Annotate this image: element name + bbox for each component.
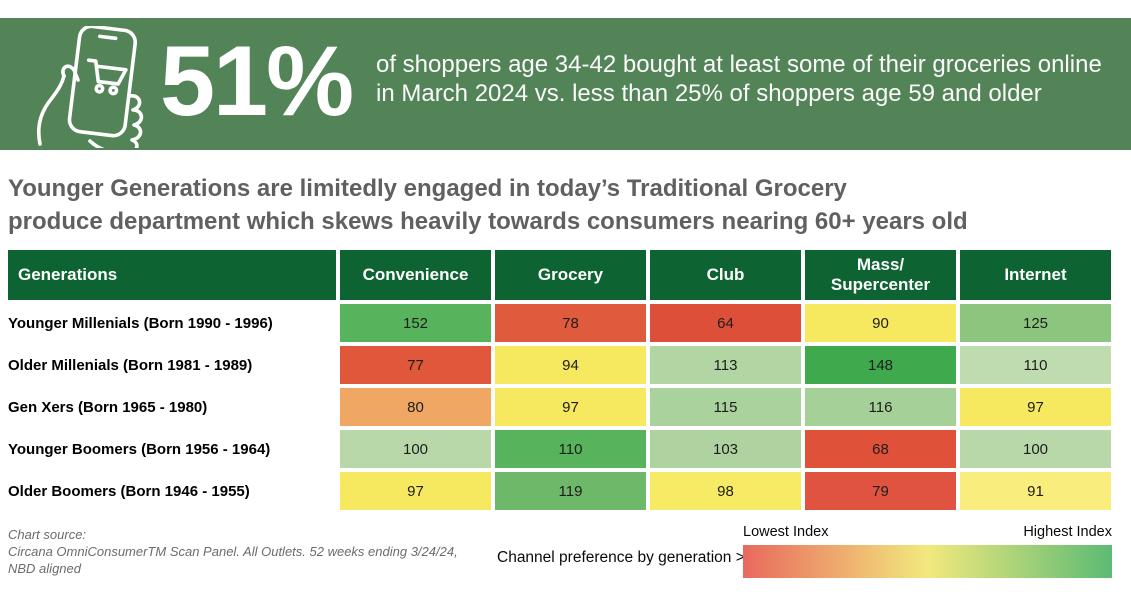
heatmap-cell: 97 (495, 388, 646, 426)
stat-value: 51% (160, 25, 354, 136)
heatmap-cell: 79 (805, 472, 956, 510)
chart-source: Chart source: Circana OmniConsumerTM Sca… (8, 526, 478, 577)
stat-banner: 51% of shoppers age 34-42 bought at leas… (0, 18, 1131, 150)
heatmap-cell: 152 (340, 304, 491, 342)
headline-line-1: Younger Generations are limitedly engage… (8, 175, 847, 202)
row-label: Younger Millenials (Born 1990 - 1996) (8, 304, 336, 342)
heatmap-cell: 94 (495, 346, 646, 384)
column-header-mass-supercenter: Mass/ Supercenter (805, 250, 956, 300)
heatmap-cell: 100 (340, 430, 491, 468)
heatmap-cell: 77 (340, 346, 491, 384)
heatmap-cell: 113 (650, 346, 801, 384)
hand-holding-phone-shopping-cart-icon (36, 26, 144, 148)
heatmap-cell: 91 (960, 472, 1111, 510)
heatmap-cell: 119 (495, 472, 646, 510)
chart-source-line-3: NBD aligned (8, 561, 81, 576)
heatmap-cell: 115 (650, 388, 801, 426)
heatmap-cell: 64 (650, 304, 801, 342)
column-header-convenience: Convenience (340, 250, 491, 300)
heatmap-cell: 98 (650, 472, 801, 510)
legend-lowest-label: Lowest Index (743, 524, 829, 540)
column-header-grocery: Grocery (495, 250, 646, 300)
heatmap-cell: 90 (805, 304, 956, 342)
row-label: Older Millenials (Born 1981 - 1989) (8, 346, 336, 384)
chart-source-line-1: Chart source: (8, 527, 87, 542)
row-label: Younger Boomers (Born 1956 - 1964) (8, 430, 336, 468)
legend-gradient-bar (743, 545, 1112, 578)
row-label: Gen Xers (Born 1965 - 1980) (8, 388, 336, 426)
heatmap-cell: 148 (805, 346, 956, 384)
heatmap-cell: 68 (805, 430, 956, 468)
column-header-club: Club (650, 250, 801, 300)
heatmap-cell: 110 (960, 346, 1111, 384)
heatmap-cell: 100 (960, 430, 1111, 468)
heatmap-cell: 80 (340, 388, 491, 426)
heatmap-cell: 97 (960, 388, 1111, 426)
heatmap-cell: 97 (340, 472, 491, 510)
column-header-generations: Generations (8, 250, 336, 300)
stat-description: of shoppers age 34-42 bought at least so… (376, 51, 1102, 107)
heatmap-cell: 116 (805, 388, 956, 426)
legend-caption: Channel preference by generation > (497, 549, 745, 566)
headline-line-2: produce department which skews heavily t… (8, 208, 968, 235)
heatmap-table: Generations Convenience Grocery Club Mas… (8, 250, 1111, 510)
heatmap-cell: 78 (495, 304, 646, 342)
legend-highest-label: Highest Index (1023, 524, 1112, 540)
heatmap-cell: 103 (650, 430, 801, 468)
chart-source-line-2: Circana OmniConsumerTM Scan Panel. All O… (8, 544, 458, 559)
column-header-internet: Internet (960, 250, 1111, 300)
page-title: Younger Generations are limitedly engage… (8, 172, 1118, 238)
heatmap-cell: 110 (495, 430, 646, 468)
row-label: Older Boomers (Born 1946 - 1955) (8, 472, 336, 510)
heatmap-cell: 125 (960, 304, 1111, 342)
